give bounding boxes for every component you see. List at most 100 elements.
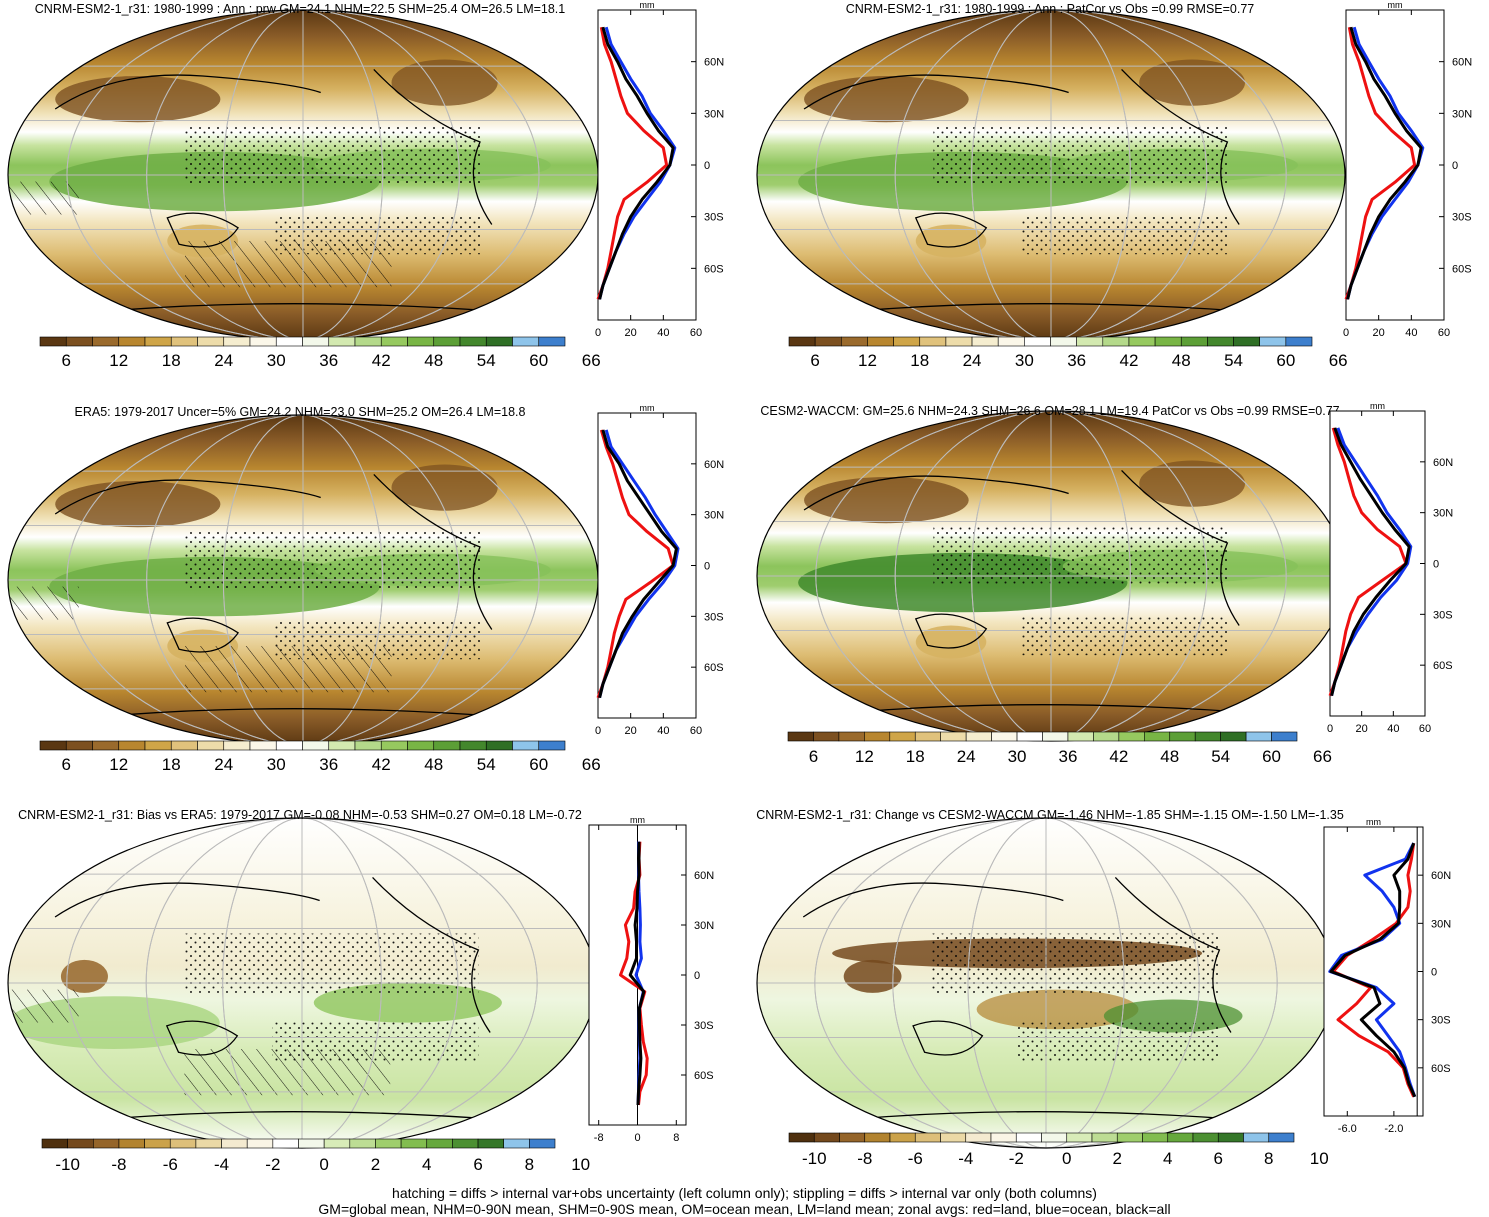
- dry-america: [1139, 460, 1246, 507]
- colorbar-swatch: [407, 740, 435, 751]
- lat-tick-label: 60S: [694, 1070, 714, 1082]
- colorbar-swatch: [1217, 1132, 1244, 1143]
- zonal-x-tick-label: -2.0: [1384, 1123, 1403, 1135]
- map-field: [8, 818, 596, 1148]
- colorbar-label: 60: [529, 351, 548, 370]
- colorbar-label: 10: [1310, 1149, 1329, 1168]
- colorbar-swatch: [485, 740, 513, 751]
- colorbar-label: 12: [855, 747, 874, 766]
- colorbar-label: 18: [162, 755, 181, 774]
- colorbar-label: -6: [908, 1149, 923, 1168]
- colorbar-swatch: [512, 740, 540, 751]
- lat-tick-label: 30S: [704, 212, 724, 224]
- colorbar-swatch: [838, 731, 865, 742]
- colorbar-label: 30: [1015, 351, 1034, 370]
- lat-tick-label: 30N: [1452, 108, 1472, 120]
- panel-title: CNRM-ESM2-1_r31: Bias vs ERA5: 1979-2017…: [18, 808, 582, 822]
- zonal-x-tick-label: 60: [690, 327, 702, 339]
- colorbar-label: 6: [473, 1155, 482, 1174]
- panel-title: ERA5: 1979-2017 Uncer=5% GM=24.2 NHM=23.…: [75, 405, 526, 419]
- zonal-frame: [1329, 410, 1426, 717]
- colorbar-swatch: [813, 1132, 840, 1143]
- colorbar-label: 36: [319, 351, 338, 370]
- lat-tick-label: 60S: [1452, 263, 1472, 275]
- colorbar-swatch: [1142, 1132, 1169, 1143]
- colorbar-swatch: [169, 1138, 197, 1149]
- colorbar-swatch: [249, 336, 277, 347]
- zonal-x-tick-label: 0: [595, 725, 601, 737]
- colorbar-swatch: [354, 740, 382, 751]
- colorbar-label: 24: [214, 755, 233, 774]
- stippling: [933, 125, 1228, 185]
- colorbar-label: -4: [214, 1155, 229, 1174]
- colorbar-swatch: [813, 731, 840, 742]
- colorbar: 6 12 18 24 30 36 42 48 54 60 66: [787, 731, 1332, 766]
- map-field: [8, 10, 598, 340]
- colorbar-swatch: [485, 336, 513, 347]
- lat-tick-label: 0: [704, 561, 710, 573]
- colorbar: 6 12 18 24 30 36 42 48 54 60 66: [788, 336, 1348, 370]
- colorbar-swatch: [1243, 1132, 1270, 1143]
- colorbar-swatch: [354, 336, 382, 347]
- map-field: [757, 818, 1335, 1148]
- change-blob-3: [976, 989, 1139, 1030]
- zonal-mean-plot: mm 60N 30N 0 30S 60S -8 0 8: [588, 815, 714, 1144]
- zonal-unit: mm: [1366, 817, 1381, 827]
- colorbar-swatch: [990, 1132, 1017, 1143]
- zonal-mean-plot: mm 60N 30N 0 30S 60S 0 20 40 60: [1327, 401, 1453, 735]
- colorbar-label: -10: [802, 1149, 827, 1168]
- lat-tick-label: 30S: [694, 1020, 714, 1032]
- zonal-unit: mm: [640, 403, 655, 413]
- colorbar-swatch: [1194, 731, 1221, 742]
- colorbar-swatch: [221, 1138, 248, 1149]
- colorbar-label: 42: [1119, 351, 1138, 370]
- hatching: [185, 241, 392, 288]
- colorbar-label: 10: [571, 1155, 590, 1174]
- colorbar-swatch: [323, 1138, 351, 1149]
- lat-tick-label: 30S: [1431, 1015, 1451, 1027]
- colorbar-swatch: [65, 336, 93, 347]
- colorbar: -10 -8 -6 -4 -2 0 2 4 6 8 10: [788, 1132, 1329, 1168]
- colorbar-swatch: [1169, 731, 1196, 742]
- zonal-unit: mm: [1388, 0, 1403, 10]
- coastlines: [802, 876, 1266, 1123]
- colorbar-swatch: [1271, 731, 1298, 742]
- colorbar-swatch: [864, 1132, 891, 1143]
- coastlines: [54, 876, 526, 1123]
- dry-america: [1139, 59, 1246, 106]
- colorbar-label: 54: [477, 755, 496, 774]
- colorbar-swatch: [328, 740, 356, 751]
- zonal-x-tick-label: 20: [1373, 327, 1385, 339]
- all-zonal-line: [1329, 842, 1417, 1098]
- zonal-x-tick-label: 20: [1356, 723, 1368, 735]
- zonal-x-tick-label: 40: [1405, 327, 1417, 339]
- colorbar-swatch: [39, 740, 67, 751]
- lat-tick-label: 60N: [1452, 57, 1472, 69]
- hatching: [8, 586, 79, 620]
- hatching: [184, 1049, 391, 1096]
- colorbar-swatch: [1102, 336, 1130, 347]
- change-blob-2: [843, 959, 902, 993]
- all-zonal-line: [1330, 427, 1411, 697]
- colorbar-label: 6: [809, 747, 818, 766]
- colorbar-swatch: [919, 336, 947, 347]
- lat-tick-label: 60S: [1433, 660, 1453, 672]
- colorbar-label: -4: [958, 1149, 973, 1168]
- panel-title: CESM2-WACCM: GM=25.6 NHM=24.3 SHM=26.6 O…: [760, 404, 1339, 418]
- lat-tick-label: 60N: [704, 57, 724, 69]
- coastlines: [803, 469, 1275, 716]
- colorbar-swatch: [1093, 731, 1120, 742]
- colorbar-swatch: [380, 740, 408, 751]
- zonal-x-tick-label: 60: [690, 725, 702, 737]
- colorbar-label: 6: [62, 351, 71, 370]
- colorbar-swatch: [400, 1138, 428, 1149]
- graticule: [8, 415, 598, 745]
- colorbar-label: 18: [910, 351, 929, 370]
- panel-4: CESM2-WACCM: GM=25.6 NHM=24.3 SHM=26.6 O…: [756, 401, 1453, 766]
- colorbar-swatch: [328, 336, 356, 347]
- colorbar-swatch: [375, 1138, 402, 1149]
- lat-tick-label: 60N: [694, 870, 714, 882]
- colorbar-label: 42: [372, 755, 391, 774]
- all-zonal-line: [598, 26, 675, 300]
